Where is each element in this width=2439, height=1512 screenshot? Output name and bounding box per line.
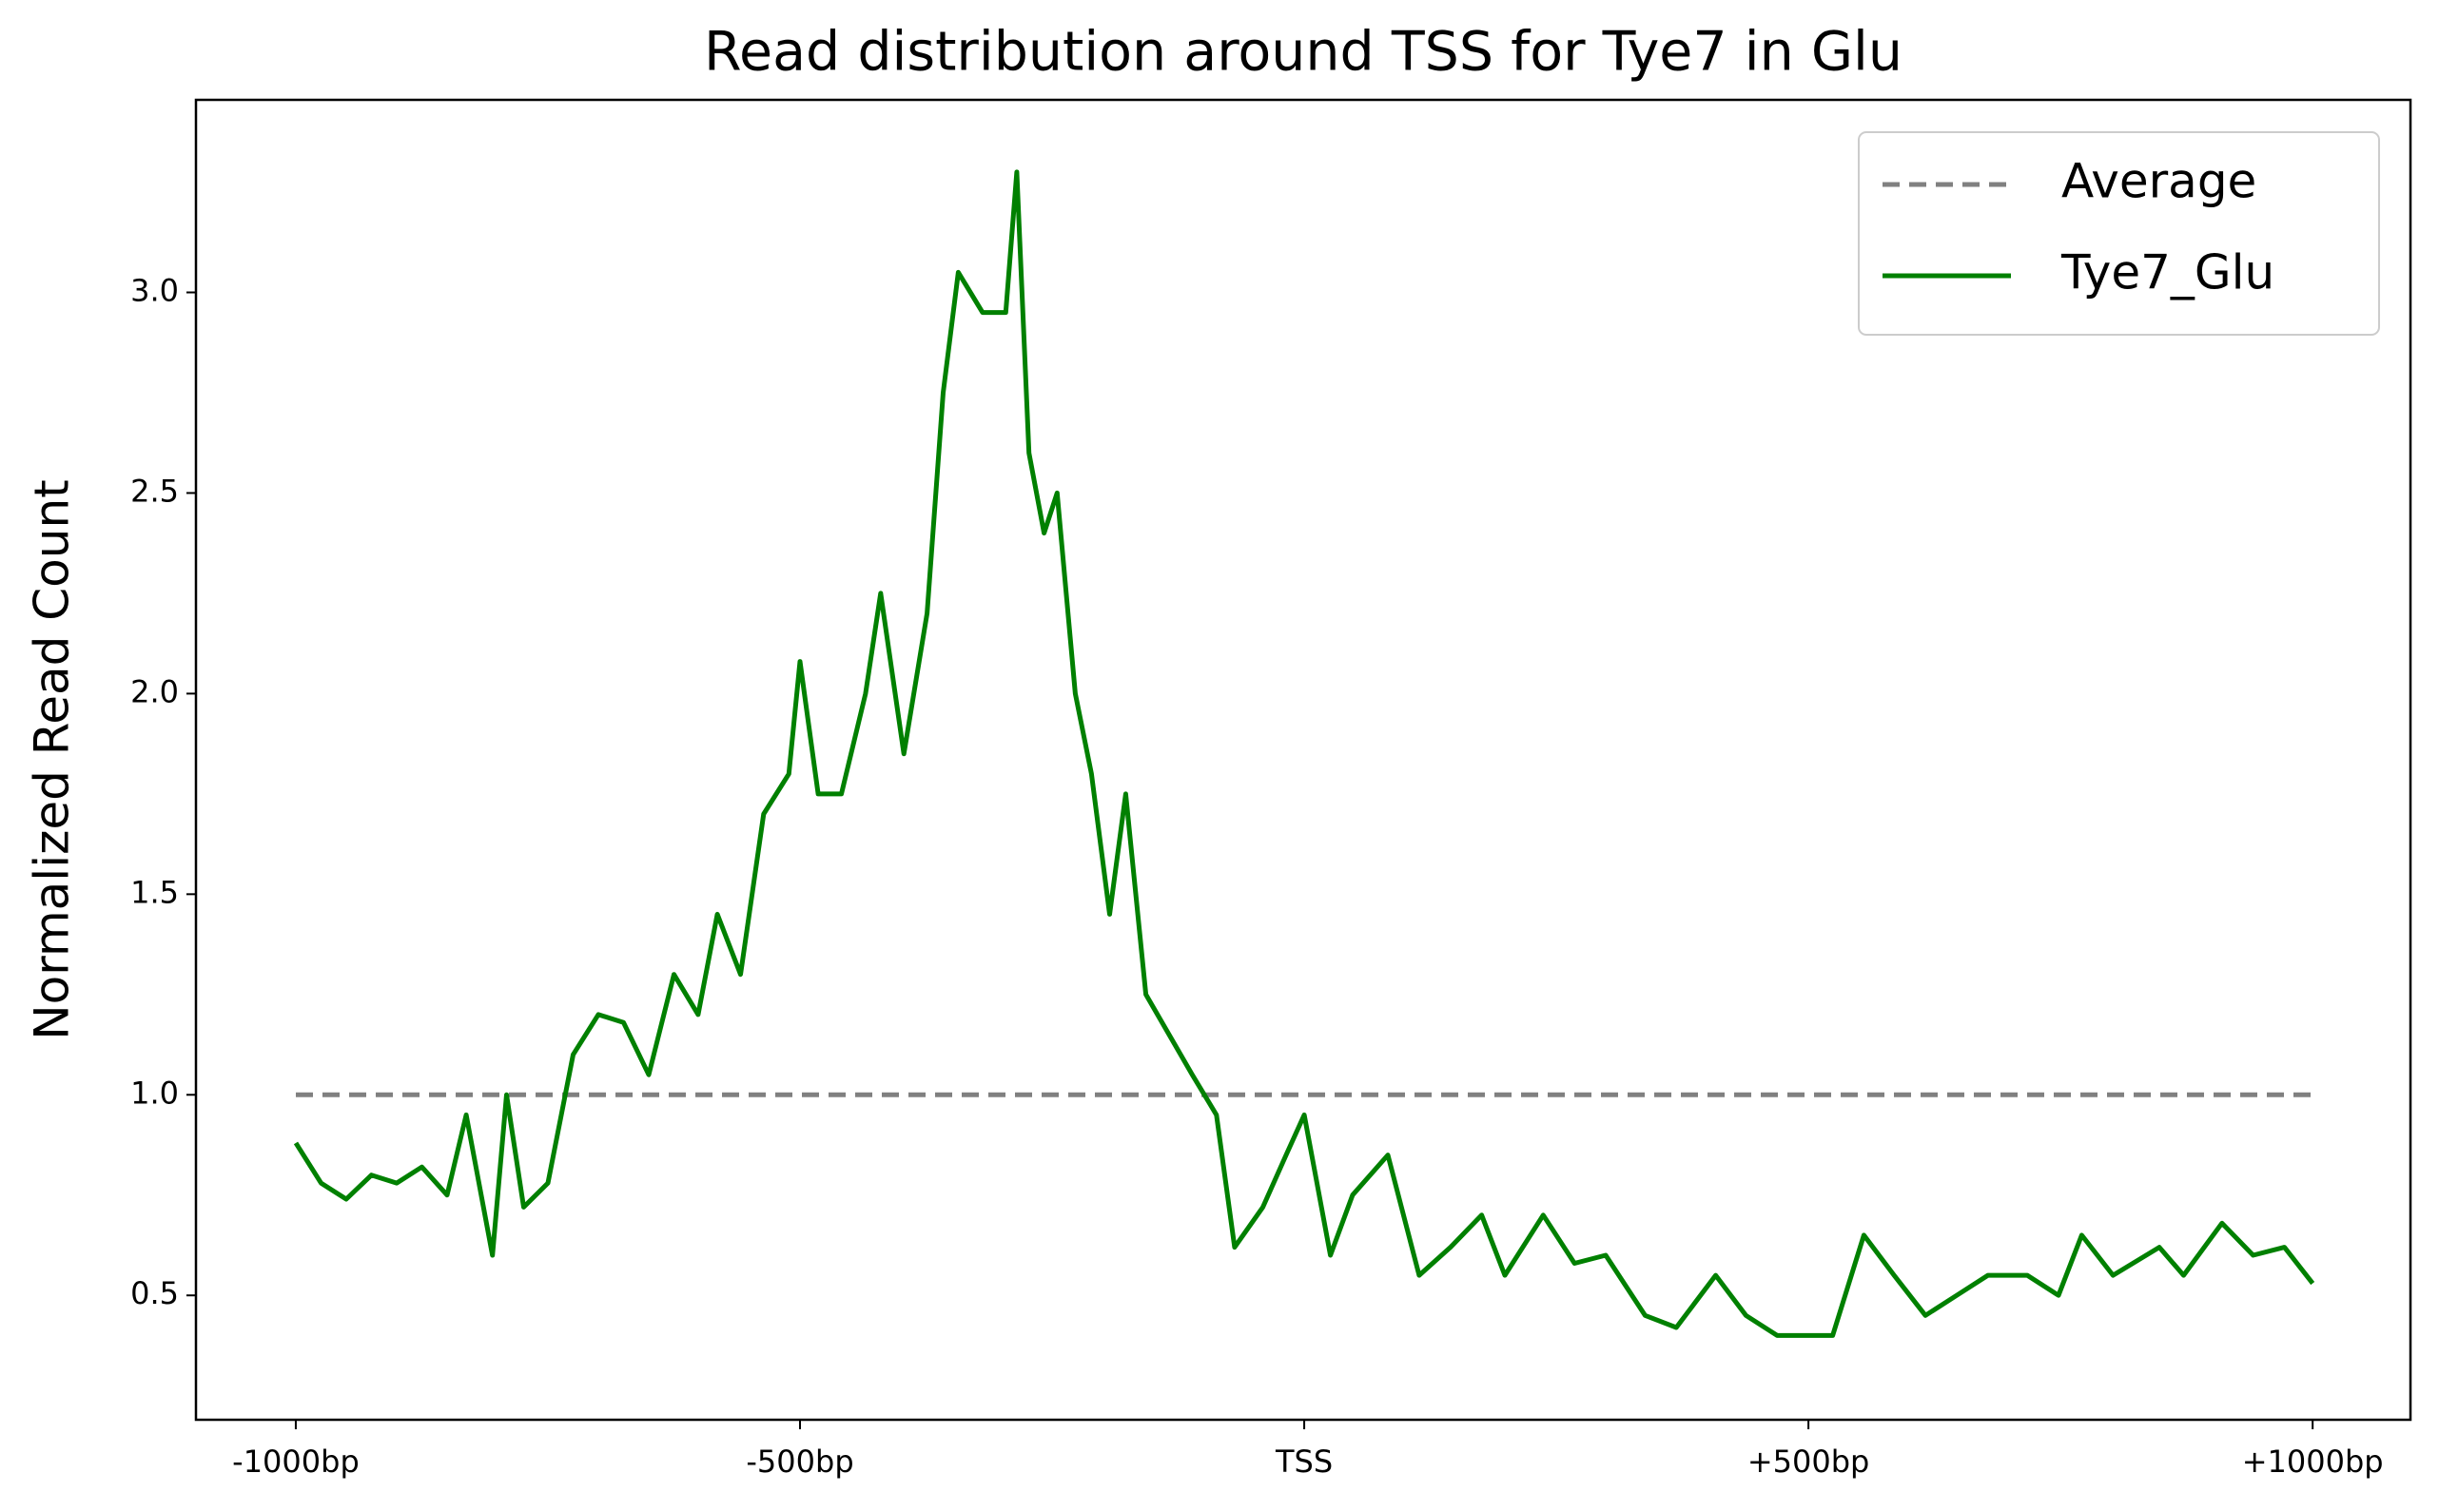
legend-label: Tye7_Glu (2060, 245, 2274, 300)
y-tick-label: 2.0 (130, 673, 179, 709)
legend-label: Average (2061, 154, 2256, 209)
x-tick-label: -1000bp (232, 1444, 360, 1480)
plot-frame (194, 98, 2412, 1422)
x-tick-label: TSS (1275, 1444, 1333, 1480)
x-tick-label: +500bp (1747, 1444, 1870, 1480)
x-tick-label: -500bp (746, 1444, 853, 1480)
series-line (293, 169, 2315, 1338)
chart-title: Read distribution around TSS for Tye7 in… (704, 21, 1902, 84)
y-tick-label: 1.0 (130, 1075, 179, 1111)
y-tick-label: 2.5 (130, 473, 179, 509)
y-axis-label: Normalized Read Count (25, 479, 80, 1039)
y-tick-label: 3.0 (130, 273, 179, 309)
legend-box (1858, 131, 2380, 336)
x-tick-label: +1000bp (2242, 1444, 2384, 1480)
y-tick-label: 0.5 (130, 1275, 179, 1311)
y-tick-label: 1.5 (130, 874, 179, 910)
